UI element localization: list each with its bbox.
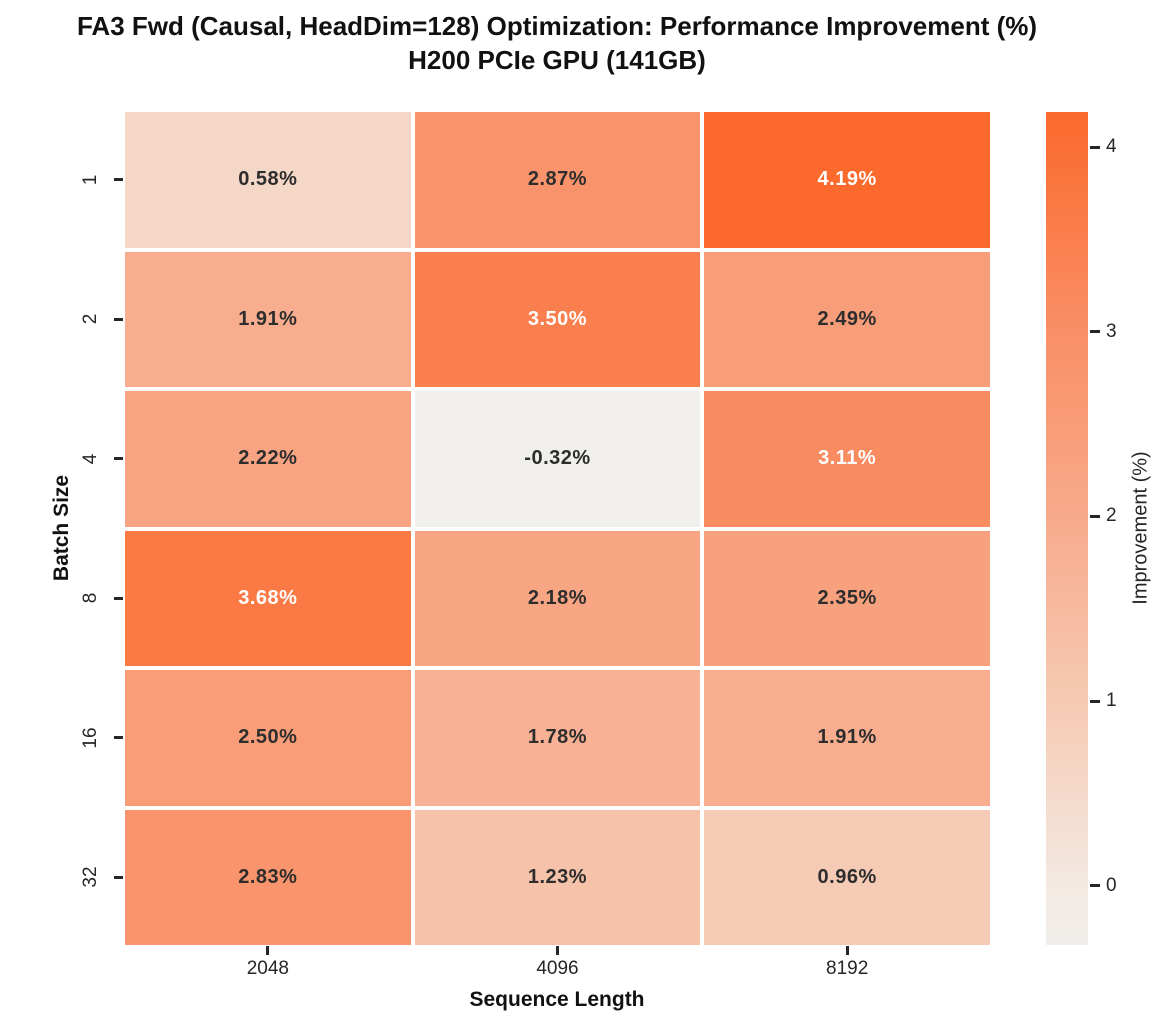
cell-value-label: 1.78% (527, 726, 588, 749)
cell-value-label: 2.49% (817, 307, 877, 330)
heatmap-cell: 0.58% (125, 112, 411, 248)
heatmap-cell: 3.11% (704, 391, 990, 527)
colorbar-tick-label: 0 (1106, 874, 1117, 896)
heatmap-grid: 0.58% 2.87% 4.19% 1.91% 3.50% 2.49% 2.22% -0.32… (125, 112, 990, 945)
heatmap-cell: 2.83% (125, 809, 411, 945)
heatmap-cell: 4.19% (704, 112, 990, 248)
cell-value-label: 1.91% (238, 307, 298, 330)
chart-title: FA3 Fwd (Causal, HeadDim=128) Optimizati… (0, 9, 1138, 77)
heatmap-cell: 2.87% (414, 112, 701, 248)
cell-value-label: 1.91% (817, 726, 877, 749)
colorbar-tick-label: 4 (1106, 136, 1117, 158)
cell-value-label: -0.32% (524, 447, 591, 470)
colorbar-tick-label: 2 (1106, 505, 1117, 527)
cell-value-label: 3.50% (527, 307, 588, 330)
colorbar-tick-label: 1 (1106, 690, 1117, 712)
cell-value-label: 2.18% (527, 586, 588, 609)
y-tick-mark (114, 317, 123, 321)
y-tick-label: 16 (80, 727, 101, 749)
heatmap-cell: 2.49% (704, 251, 990, 387)
x-tick-mark (845, 946, 849, 955)
cell-value-label: 3.11% (818, 447, 877, 470)
cell-value-label: 0.96% (817, 865, 877, 888)
heatmap-cell: 2.22% (125, 391, 411, 527)
chart-title-line2: H200 PCIe GPU (141GB) (408, 45, 706, 75)
y-tick-mark (114, 596, 123, 600)
heatmap-cell: 1.78% (414, 670, 701, 806)
y-tick-mark (114, 875, 123, 879)
y-axis-label: Batch Size (50, 474, 73, 582)
x-axis-label: Sequence Length (469, 988, 645, 1011)
y-tick-label: 1 (80, 174, 101, 186)
colorbar-tick-label: 3 (1106, 320, 1117, 342)
cell-value-label: 0.58% (238, 168, 298, 191)
y-tick-label: 2 (80, 313, 101, 325)
heatmap-cell: 3.68% (125, 530, 411, 666)
y-tick-label: 4 (80, 453, 101, 465)
cell-value-label: 1.23% (527, 865, 588, 888)
y-tick-mark (114, 736, 123, 740)
colorbar-label: Improvement (%) (1129, 451, 1152, 605)
colorbar-tick-mark (1090, 884, 1100, 888)
x-tick-label: 2048 (246, 958, 289, 979)
heatmap-cell: 1.91% (125, 251, 411, 387)
cell-value-label: 2.83% (238, 865, 298, 888)
x-tick-mark (266, 946, 270, 955)
cell-value-label: 4.19% (817, 168, 877, 191)
heatmap-cell: 1.23% (414, 809, 701, 945)
colorbar-tick-mark (1090, 514, 1100, 518)
heatmap-cell: 2.35% (704, 530, 990, 666)
colorbar-tick-mark (1090, 330, 1100, 334)
y-tick-mark (114, 457, 123, 461)
heatmap-cell: 2.50% (125, 670, 411, 806)
heatmap-cell: 0.96% (704, 809, 990, 945)
x-tick-label: 8192 (826, 958, 869, 979)
y-tick-mark (114, 178, 123, 182)
chart-title-line1: FA3 Fwd (Causal, HeadDim=128) Optimizati… (76, 11, 1038, 41)
heatmap-cell: -0.32% (414, 391, 701, 527)
y-tick-label: 32 (80, 866, 101, 888)
y-tick-label: 8 (80, 592, 101, 604)
colorbar (1046, 112, 1088, 945)
colorbar-tick-mark (1090, 145, 1100, 149)
cell-value-label: 2.50% (238, 726, 298, 749)
cell-value-label: 2.35% (817, 586, 877, 609)
x-tick-mark (556, 946, 559, 955)
colorbar-tick-mark (1090, 699, 1100, 703)
cell-value-label: 2.22% (238, 447, 298, 470)
x-tick-label: 4096 (536, 958, 579, 979)
heatmap-cell: 3.50% (414, 251, 701, 387)
heatmap-cell: 1.91% (704, 670, 990, 806)
heatmap-cell: 2.18% (414, 530, 701, 666)
cell-value-label: 2.87% (527, 168, 588, 191)
cell-value-label: 3.68% (238, 586, 298, 609)
